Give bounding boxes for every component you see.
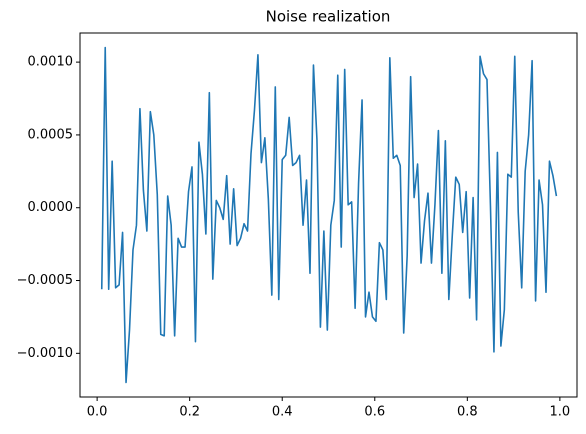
- y-tick-label: −0.0010: [17, 346, 73, 361]
- plot-frame: [79, 32, 578, 398]
- data-line: [100, 46, 558, 384]
- y-tick-label: 0.0000: [28, 200, 74, 215]
- x-tick-label: 0.0: [87, 405, 108, 420]
- x-tick-label: 0.8: [457, 405, 478, 420]
- x-tick-label: 0.2: [179, 405, 200, 420]
- x-tick-label: 0.6: [364, 405, 385, 420]
- y-tick-label: 0.0005: [28, 127, 74, 142]
- x-tick-label: 1.0: [550, 405, 571, 420]
- y-tick-label: 0.0010: [28, 55, 74, 70]
- x-tick-label: 0.4: [272, 405, 293, 420]
- y-tick-label: −0.0005: [17, 273, 73, 288]
- chart-title: Noise realization: [266, 8, 391, 26]
